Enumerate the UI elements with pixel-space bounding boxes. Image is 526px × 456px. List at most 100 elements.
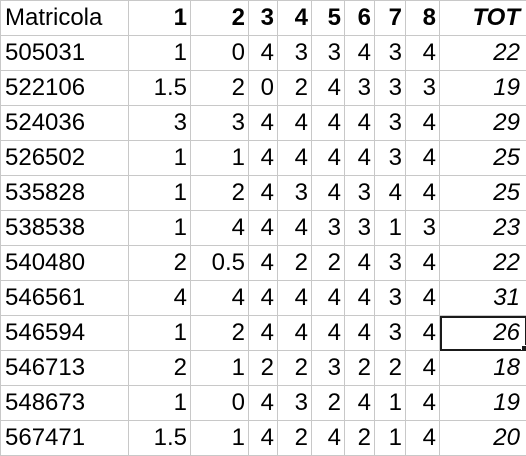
cell-total[interactable]: 23: [440, 211, 526, 246]
cell-matricola[interactable]: 535828: [1, 176, 129, 211]
cell-score-q2[interactable]: 0: [191, 36, 249, 71]
cell-score-q7[interactable]: 2: [375, 351, 406, 386]
cell-matricola[interactable]: 546713: [1, 351, 129, 386]
cell-score-q4[interactable]: 2: [278, 351, 312, 386]
cell-score-q1[interactable]: 4: [129, 281, 191, 316]
cell-score-q3[interactable]: 0: [249, 71, 278, 106]
cell-score-q7[interactable]: 3: [375, 246, 406, 281]
cell-score-q3[interactable]: 4: [249, 316, 278, 351]
cell-score-q2[interactable]: 1: [191, 351, 249, 386]
cell-score-q2[interactable]: 2: [191, 176, 249, 211]
cell-score-q4[interactable]: 3: [278, 386, 312, 421]
cell-score-q7[interactable]: 4: [375, 176, 406, 211]
cell-score-q3[interactable]: 4: [249, 106, 278, 141]
cell-total[interactable]: 29: [440, 106, 526, 141]
cell-score-q6[interactable]: 4: [345, 141, 375, 176]
cell-score-q4[interactable]: 4: [278, 281, 312, 316]
cell-score-q4[interactable]: 2: [278, 246, 312, 281]
cell-score-q6[interactable]: 4: [345, 316, 375, 351]
cell-total[interactable]: 25: [440, 141, 526, 176]
cell-score-q2[interactable]: 4: [191, 281, 249, 316]
cell-score-q6[interactable]: 2: [345, 421, 375, 456]
cell-score-q1[interactable]: 1: [129, 141, 191, 176]
cell-score-q7[interactable]: 3: [375, 71, 406, 106]
cell-score-q6[interactable]: 4: [345, 36, 375, 71]
cell-score-q3[interactable]: 2: [249, 351, 278, 386]
header-cell-q6[interactable]: 6: [345, 1, 375, 36]
cell-score-q2[interactable]: 2: [191, 71, 249, 106]
cell-score-q5[interactable]: 4: [312, 141, 345, 176]
cell-score-q3[interactable]: 4: [249, 211, 278, 246]
cell-score-q1[interactable]: 2: [129, 246, 191, 281]
cell-score-q8[interactable]: 4: [406, 176, 440, 211]
cell-score-q8[interactable]: 3: [406, 211, 440, 246]
cell-matricola[interactable]: 538538: [1, 211, 129, 246]
cell-score-q5[interactable]: 4: [312, 421, 345, 456]
cell-score-q3[interactable]: 4: [249, 281, 278, 316]
cell-score-q1[interactable]: 1: [129, 386, 191, 421]
cell-score-q8[interactable]: 3: [406, 71, 440, 106]
cell-score-q2[interactable]: 1: [191, 141, 249, 176]
cell-score-q5[interactable]: 4: [312, 281, 345, 316]
cell-score-q3[interactable]: 4: [249, 176, 278, 211]
cell-score-q4[interactable]: 4: [278, 106, 312, 141]
cell-score-q6[interactable]: 4: [345, 386, 375, 421]
cell-score-q8[interactable]: 4: [406, 36, 440, 71]
cell-total-selected[interactable]: 26: [440, 316, 526, 351]
cell-score-q2[interactable]: 0.5: [191, 246, 249, 281]
cell-score-q5[interactable]: 3: [312, 211, 345, 246]
cell-score-q8[interactable]: 4: [406, 386, 440, 421]
cell-matricola[interactable]: 505031: [1, 36, 129, 71]
cell-total[interactable]: 19: [440, 71, 526, 106]
cell-total[interactable]: 25: [440, 176, 526, 211]
cell-matricola[interactable]: 524036: [1, 106, 129, 141]
cell-score-q3[interactable]: 4: [249, 421, 278, 456]
fill-handle[interactable]: [521, 345, 526, 351]
cell-score-q3[interactable]: 4: [249, 246, 278, 281]
cell-total[interactable]: 19: [440, 386, 526, 421]
cell-score-q2[interactable]: 3: [191, 106, 249, 141]
cell-score-q3[interactable]: 4: [249, 36, 278, 71]
cell-score-q8[interactable]: 4: [406, 106, 440, 141]
cell-score-q5[interactable]: 3: [312, 36, 345, 71]
cell-matricola[interactable]: 548673: [1, 386, 129, 421]
cell-score-q7[interactable]: 3: [375, 316, 406, 351]
header-cell-total[interactable]: TOT: [440, 1, 526, 36]
cell-total[interactable]: 18: [440, 351, 526, 386]
cell-score-q1[interactable]: 2: [129, 351, 191, 386]
cell-score-q2[interactable]: 1: [191, 421, 249, 456]
cell-score-q6[interactable]: 3: [345, 176, 375, 211]
header-cell-q4[interactable]: 4: [278, 1, 312, 36]
cell-score-q5[interactable]: 4: [312, 176, 345, 211]
cell-total[interactable]: 22: [440, 36, 526, 71]
cell-score-q1[interactable]: 3: [129, 106, 191, 141]
cell-score-q5[interactable]: 3: [312, 351, 345, 386]
cell-score-q7[interactable]: 3: [375, 106, 406, 141]
cell-score-q3[interactable]: 4: [249, 141, 278, 176]
cell-score-q8[interactable]: 4: [406, 141, 440, 176]
cell-score-q5[interactable]: 2: [312, 386, 345, 421]
cell-score-q8[interactable]: 4: [406, 281, 440, 316]
cell-total[interactable]: 31: [440, 281, 526, 316]
cell-score-q4[interactable]: 4: [278, 211, 312, 246]
cell-score-q5[interactable]: 4: [312, 106, 345, 141]
cell-score-q7[interactable]: 3: [375, 36, 406, 71]
header-cell-id[interactable]: Matricola: [1, 1, 129, 36]
cell-score-q4[interactable]: 2: [278, 421, 312, 456]
header-cell-q7[interactable]: 7: [375, 1, 406, 36]
cell-score-q6[interactable]: 3: [345, 211, 375, 246]
cell-score-q8[interactable]: 4: [406, 316, 440, 351]
cell-score-q7[interactable]: 3: [375, 281, 406, 316]
cell-score-q3[interactable]: 4: [249, 386, 278, 421]
cell-score-q4[interactable]: 3: [278, 36, 312, 71]
cell-score-q6[interactable]: 2: [345, 351, 375, 386]
cell-score-q2[interactable]: 0: [191, 386, 249, 421]
cell-score-q1[interactable]: 1.5: [129, 71, 191, 106]
cell-score-q4[interactable]: 4: [278, 316, 312, 351]
header-cell-q8[interactable]: 8: [406, 1, 440, 36]
cell-total[interactable]: 20: [440, 421, 526, 456]
cell-score-q1[interactable]: 1: [129, 36, 191, 71]
cell-score-q8[interactable]: 4: [406, 351, 440, 386]
cell-score-q1[interactable]: 1: [129, 316, 191, 351]
cell-score-q4[interactable]: 3: [278, 176, 312, 211]
